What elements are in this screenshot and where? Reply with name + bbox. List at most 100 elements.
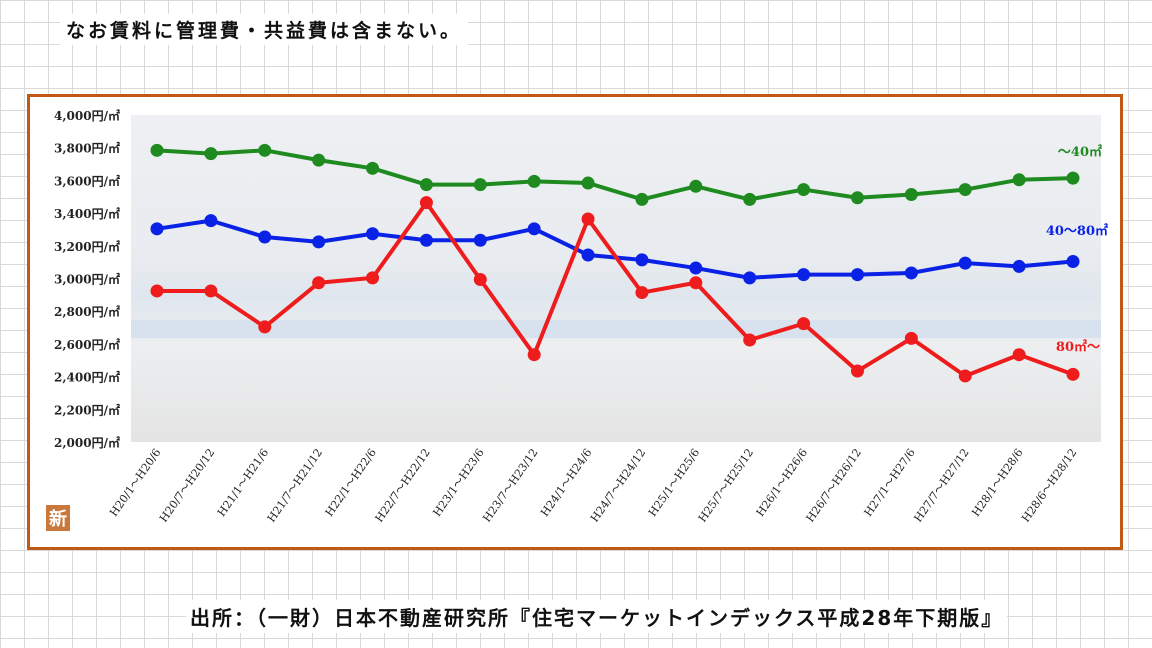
x-tick-label: H21/1～H21/6: [215, 446, 271, 519]
data-point: [150, 222, 164, 236]
series-line: [156, 218, 1074, 280]
x-tick-label: H20/1～H20/6: [107, 446, 163, 519]
y-tick-label: 2,600円/㎡: [54, 337, 120, 352]
data-point: [258, 320, 272, 334]
y-tick-label: 3,000円/㎡: [54, 272, 120, 287]
x-tick-label: H21/7～H21/12: [265, 446, 325, 524]
data-point: [1066, 367, 1080, 381]
data-point: [581, 248, 595, 262]
data-point: [312, 276, 326, 290]
data-point: [204, 284, 218, 298]
data-point: [204, 147, 218, 161]
data-point: [419, 178, 433, 192]
series-2: [150, 214, 1080, 285]
y-tick-label: 3,200円/㎡: [54, 239, 120, 254]
data-point: [689, 261, 703, 275]
x-tick-label: H22/1～H22/6: [323, 446, 379, 519]
data-point: [635, 253, 649, 267]
x-tick-label: H27/7～H27/12: [911, 446, 971, 524]
data-point: [1066, 255, 1080, 269]
x-tick-label: H26/7～H26/12: [804, 446, 864, 524]
y-tick-label: 3,600円/㎡: [54, 173, 120, 188]
series-lines: [150, 143, 1080, 383]
x-tick-label: H24/1～H24/6: [538, 446, 594, 519]
data-point: [797, 317, 811, 331]
x-tick-label: H27/1～H27/6: [862, 446, 918, 519]
data-point: [904, 187, 918, 201]
data-point: [473, 178, 487, 192]
x-tick-label: H23/7～H23/12: [480, 446, 540, 524]
data-point: [1066, 171, 1080, 185]
data-point: [527, 174, 541, 188]
x-tick-label: H20/7～H20/12: [157, 446, 217, 524]
data-point: [958, 183, 972, 197]
data-point: [743, 333, 757, 347]
data-point: [150, 143, 164, 157]
data-point: [204, 214, 218, 228]
data-point: [1012, 348, 1026, 362]
data-point: [150, 284, 164, 298]
x-tick-label: H28/6～H28/12: [1019, 446, 1079, 524]
y-tick-label: 2,800円/㎡: [54, 304, 120, 319]
data-point: [473, 273, 487, 286]
series-3: [150, 196, 1080, 383]
data-point: [689, 179, 703, 193]
x-tick-label: H25/7～H25/12: [696, 446, 756, 524]
x-tick-label: H23/1～H23/6: [430, 446, 486, 519]
series-label: 80㎡～: [1056, 339, 1100, 355]
series-1: [150, 143, 1080, 206]
data-point: [958, 369, 972, 383]
x-tick-label: H25/1～H25/6: [646, 446, 702, 519]
source-citation: 出所：（一財）日本不動産研究所『住宅マーケットインデックス平成28年下期版』: [186, 600, 1008, 633]
x-tick-label: H26/1～H26/6: [754, 446, 810, 519]
series-label: ～40㎡: [1058, 144, 1102, 160]
data-point: [473, 233, 487, 247]
chart-background-photo: [131, 115, 1101, 442]
data-point: [366, 161, 380, 175]
data-point: [581, 176, 595, 190]
series-labels: ～40㎡ 40～80㎡ 80㎡～: [1046, 144, 1108, 355]
data-point: [527, 222, 541, 236]
data-point: [689, 276, 703, 290]
data-point: [958, 256, 972, 270]
data-point: [258, 230, 272, 244]
x-tick-label: H24/7～H24/12: [588, 446, 648, 524]
data-point: [743, 271, 757, 285]
y-tick-label: 2,400円/㎡: [54, 370, 120, 385]
y-tick-label: 4,000円/㎡: [54, 108, 120, 123]
data-point: [850, 268, 864, 282]
data-point: [419, 233, 433, 247]
data-point: [312, 235, 326, 249]
data-point: [743, 192, 757, 206]
y-axis: 4,000円/㎡ 3,800円/㎡ 3,600円/㎡ 3,400円/㎡ 3,200円/㎡…: [54, 108, 120, 450]
y-tick-label: 2,000円/㎡: [54, 435, 120, 450]
series-line: [157, 200, 1074, 378]
data-point: [797, 268, 811, 282]
data-point: [635, 286, 649, 300]
data-point: [419, 196, 433, 210]
x-axis: H20/1～H20/6H20/7～H20/12H21/1～H21/6H21/7～…: [107, 446, 1079, 524]
data-point: [1012, 173, 1026, 187]
data-point: [258, 143, 272, 157]
y-tick-label: 2,200円/㎡: [54, 402, 120, 417]
data-point: [904, 331, 918, 345]
new-badge: 新: [46, 505, 70, 531]
x-tick-label: H22/7～H22/12: [373, 446, 433, 524]
data-point: [904, 266, 918, 280]
series-line: [156, 148, 1074, 202]
data-point: [312, 153, 326, 167]
y-tick-label: 3,800円/㎡: [54, 141, 120, 156]
data-point: [850, 191, 864, 205]
data-point: [635, 192, 649, 206]
data-point: [366, 227, 380, 241]
y-tick-label: 3,400円/㎡: [54, 206, 120, 221]
data-point: [797, 183, 811, 197]
data-point: [1012, 259, 1026, 273]
series-label: 40～80㎡: [1046, 223, 1108, 239]
data-point: [850, 364, 864, 378]
data-point: [581, 212, 595, 226]
data-point: [366, 271, 380, 285]
x-tick-label: H28/1～H28/6: [969, 446, 1025, 519]
data-point: [527, 348, 541, 362]
